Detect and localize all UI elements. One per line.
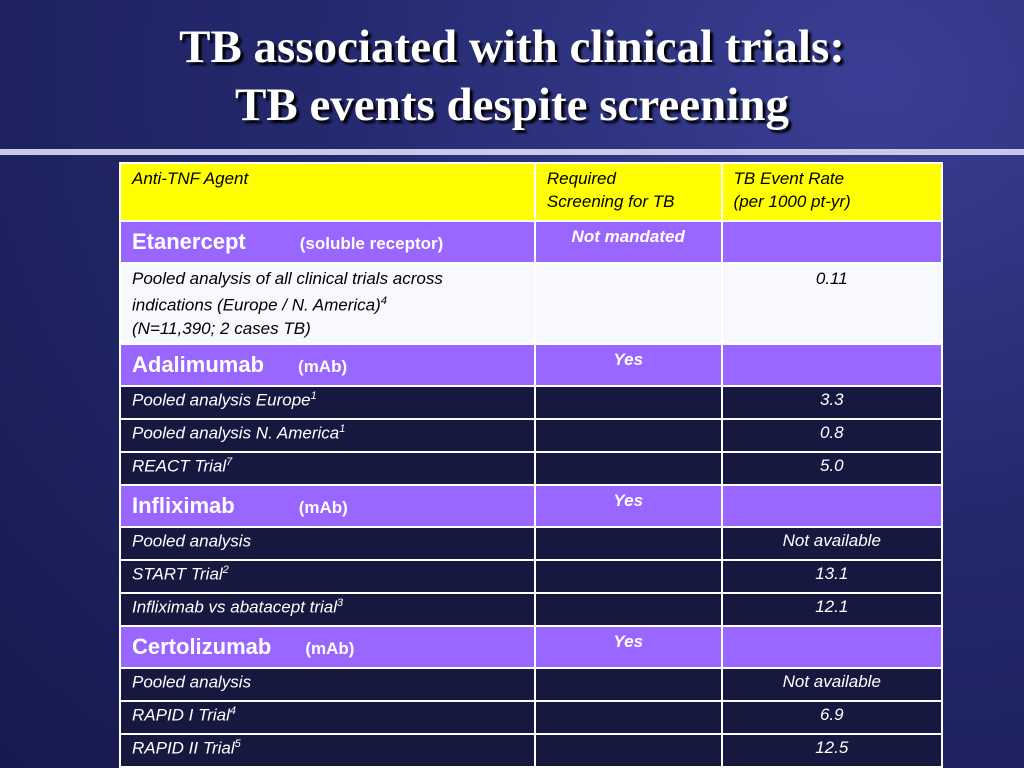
- study-label: Pooled analysis N. America1: [119, 417, 536, 453]
- drug-screening: Yes: [533, 483, 723, 528]
- table-row: REACT Trial7 5.0: [119, 450, 944, 486]
- study-name: RAPID I Trial: [132, 705, 230, 725]
- drug-rate-empty: [720, 624, 944, 669]
- header-rate: TB Event Rate (per 1000 pt-yr): [720, 162, 944, 222]
- screening-cell: [533, 666, 723, 702]
- drug-screening: Yes: [533, 342, 723, 387]
- screening-cell: [533, 417, 723, 453]
- study-label: Pooled analysis of all clinical trials a…: [119, 262, 536, 345]
- tb-events-table: Anti-TNF Agent Required Screening for TB …: [119, 162, 944, 768]
- study-name: Pooled analysis: [132, 531, 252, 551]
- table-row: RAPID II Trial5 12.5: [119, 732, 944, 768]
- study-label-line-2: indications (Europe / N. America): [132, 295, 381, 315]
- screening-cell: [533, 558, 723, 594]
- study-label: REACT Trial7: [119, 450, 536, 486]
- screening-cell: [533, 384, 723, 420]
- study-name: RAPID II Trial: [132, 738, 235, 758]
- drug-row-adalimumab: Adalimumab (mAb) Yes: [119, 342, 944, 387]
- reference-number: 1: [310, 389, 317, 402]
- drug-name-cell: Etanercept (soluble receptor): [119, 220, 536, 264]
- slide-title: TB associated with clinical trials: TB e…: [0, 18, 1024, 134]
- drug-name: Infliximab: [132, 492, 235, 518]
- screening-cell: [533, 591, 723, 627]
- table-row: Pooled analysis N. America1 0.8: [119, 417, 944, 453]
- drug-type: (mAb): [298, 356, 348, 376]
- table-header-row: Anti-TNF Agent Required Screening for TB …: [119, 162, 944, 222]
- drug-screening: Yes: [533, 624, 723, 669]
- table-row: Pooled analysis Not available: [119, 525, 944, 561]
- drug-name-cell: Infliximab (mAb): [119, 483, 536, 528]
- study-name: Pooled analysis Europe: [132, 390, 311, 410]
- header-screening: Required Screening for TB: [533, 162, 723, 222]
- drug-name-cell: Adalimumab (mAb): [119, 342, 536, 387]
- screening-cell: [533, 732, 723, 768]
- tb-rate: Not available: [720, 525, 944, 561]
- header-rate-line-2: (per 1000 pt-yr): [733, 192, 851, 211]
- table-row: Pooled analysis Europe1 3.3: [119, 384, 944, 420]
- tb-rate: 13.1: [720, 558, 944, 594]
- reference-number: 5: [234, 737, 241, 750]
- tb-rate: 6.9: [720, 699, 944, 735]
- reference-number: 7: [226, 455, 233, 468]
- header-agent: Anti-TNF Agent: [119, 162, 536, 222]
- header-screening-line-1: Required: [546, 169, 616, 188]
- table-row: RAPID I Trial4 6.9: [119, 699, 944, 735]
- screening-cell: [533, 450, 723, 486]
- drug-name: Adalimumab: [132, 351, 265, 377]
- drug-rate-empty: [720, 483, 944, 528]
- reference-number: 2: [222, 563, 229, 576]
- drug-name: Certolizumab: [132, 633, 272, 659]
- screening-cell: [533, 525, 723, 561]
- slide-title-line-1: TB associated with clinical trials:: [179, 21, 845, 73]
- tb-rate: 0.8: [720, 417, 944, 453]
- drug-name: Etanercept: [132, 229, 246, 254]
- study-label: Infliximab vs abatacept trial3: [119, 591, 536, 627]
- study-label: RAPID II Trial5: [119, 732, 536, 768]
- study-label: Pooled analysis: [119, 666, 536, 702]
- title-divider: [0, 149, 1024, 155]
- study-name: REACT Trial: [132, 456, 227, 476]
- screening-cell: [533, 262, 723, 345]
- screening-cell: [533, 699, 723, 735]
- tb-rate: Not available: [720, 666, 944, 702]
- drug-row-infliximab: Infliximab (mAb) Yes: [119, 483, 944, 528]
- study-name: Infliximab vs abatacept trial: [132, 597, 338, 617]
- drug-type: (mAb): [298, 497, 348, 517]
- drug-screening: Not mandated: [533, 220, 723, 264]
- drug-row-etanercept: Etanercept (soluble receptor) Not mandate…: [119, 220, 944, 264]
- drug-rate-empty: [720, 342, 944, 387]
- reference-number: 3: [337, 596, 344, 609]
- study-name: Pooled analysis N. America: [132, 423, 340, 443]
- slide-title-line-2: TB events despite screening: [235, 79, 789, 131]
- study-name: START Trial: [132, 564, 223, 584]
- reference-number: 4: [380, 295, 387, 307]
- study-name: Pooled analysis: [132, 672, 252, 692]
- table-row: Pooled analysis of all clinical trials a…: [119, 262, 944, 345]
- study-label-line-1: Pooled analysis of all clinical trials a…: [132, 269, 443, 288]
- study-label-line-3: (N=11,390; 2 cases TB): [132, 318, 311, 338]
- drug-rate-empty: [720, 220, 944, 264]
- table-row: Pooled analysis Not available: [119, 666, 944, 702]
- tb-rate: 12.5: [720, 732, 944, 768]
- tb-rate: 12.1: [720, 591, 944, 627]
- reference-number: 4: [229, 704, 237, 717]
- reference-number: 1: [339, 422, 346, 435]
- header-screening-line-2: Screening for TB: [546, 192, 675, 211]
- tb-rate: 3.3: [720, 384, 944, 420]
- study-label: Pooled analysis: [119, 525, 536, 561]
- tb-rate: 0.11: [720, 262, 944, 345]
- table-row: START Trial2 13.1: [119, 558, 944, 594]
- study-label: START Trial2: [119, 558, 536, 594]
- tb-rate: 5.0: [720, 450, 944, 486]
- drug-type: (mAb): [305, 638, 355, 658]
- drug-name-cell: Certolizumab (mAb): [119, 624, 536, 669]
- drug-type: (soluble receptor): [299, 234, 444, 253]
- study-label: RAPID I Trial4: [119, 699, 536, 735]
- drug-row-certolizumab: Certolizumab (mAb) Yes: [119, 624, 944, 669]
- study-label: Pooled analysis Europe1: [119, 384, 536, 420]
- table-row: Infliximab vs abatacept trial3 12.1: [119, 591, 944, 627]
- header-rate-line-1: TB Event Rate: [733, 169, 845, 188]
